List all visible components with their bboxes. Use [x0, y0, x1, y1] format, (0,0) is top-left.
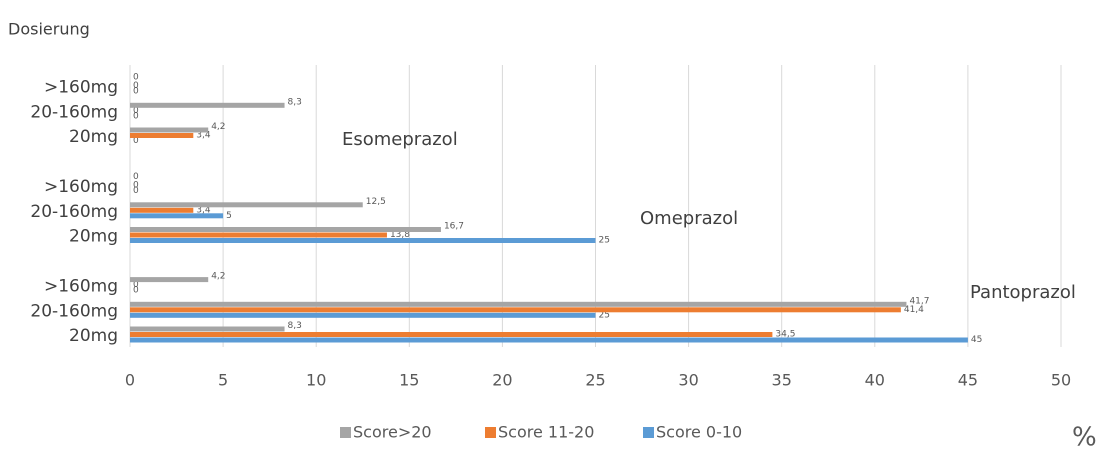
bar: [130, 312, 596, 318]
bar: [130, 337, 968, 343]
category-label: 20-160mg: [30, 102, 118, 122]
legend-label: Score>20: [353, 423, 432, 442]
bar: [130, 332, 773, 337]
data-label: 16,7: [444, 222, 464, 232]
data-label: 12,5: [366, 197, 386, 207]
data-label: 0: [133, 280, 139, 290]
data-label: 45: [971, 335, 982, 345]
data-label: 41,7: [909, 296, 929, 306]
group-label: Esomeprazol: [342, 129, 458, 150]
data-label: 8,3: [288, 321, 302, 331]
data-label: 0: [133, 286, 139, 296]
data-label: 0: [133, 87, 139, 97]
data-label: 5: [226, 211, 232, 221]
bar: [130, 326, 285, 332]
data-label: 0: [133, 136, 139, 146]
bar: [130, 277, 209, 283]
x-tick-label: 40: [865, 371, 885, 390]
x-tick-label: 35: [772, 371, 792, 390]
category-label: 20mg: [69, 127, 118, 147]
x-axis-title: %: [1072, 423, 1097, 449]
data-label: 3,4: [196, 205, 211, 215]
data-label: 0: [133, 111, 139, 121]
category-label: 20-160mg: [30, 301, 118, 321]
bar: [130, 301, 907, 307]
group-label: Pantoprazol: [970, 282, 1076, 303]
data-label: 25: [599, 310, 610, 320]
legend-label: Score 0-10: [656, 423, 742, 442]
bar: [130, 133, 194, 138]
data-label: 13,8: [390, 230, 410, 240]
x-tick-label: 5: [218, 371, 228, 390]
bar: [130, 232, 387, 238]
x-tick-label: 15: [399, 371, 419, 390]
category-label: 20mg: [69, 326, 118, 346]
bar: [130, 207, 194, 213]
data-label: 0: [133, 186, 139, 196]
bar: [130, 202, 363, 208]
data-label: 8,3: [288, 97, 302, 107]
legend-swatch: [643, 427, 654, 438]
data-label: 0: [133, 81, 139, 91]
y-axis-title: Dosierung: [8, 20, 90, 39]
data-label: 34,5: [775, 330, 795, 340]
x-tick-label: 30: [678, 371, 698, 390]
legend-swatch: [340, 427, 351, 438]
x-tick-label: 50: [1051, 371, 1071, 390]
data-label: 0: [133, 181, 139, 191]
x-tick-label: 0: [125, 371, 135, 390]
data-label: 3,4: [196, 131, 211, 141]
legend-swatch: [485, 427, 496, 438]
bar: [130, 227, 441, 232]
data-label: 0: [133, 106, 139, 116]
group-label: Omeprazol: [640, 208, 738, 229]
data-label: 4,2: [211, 272, 225, 282]
category-label: >160mg: [44, 277, 118, 297]
bar: [130, 307, 901, 313]
data-label: 0: [133, 73, 139, 83]
x-tick-label: 10: [306, 371, 326, 390]
data-label: 41,4: [904, 305, 924, 315]
data-label: 4,2: [211, 122, 225, 132]
x-tick-label: 45: [958, 371, 978, 390]
bar: [130, 238, 596, 243]
bar: [130, 102, 285, 108]
x-tick-label: 25: [585, 371, 605, 390]
data-label: 0: [133, 172, 139, 182]
bar: [130, 127, 209, 133]
category-label: >160mg: [44, 78, 118, 98]
bar: [130, 213, 224, 219]
category-label: >160mg: [44, 177, 118, 197]
category-label: 20-160mg: [30, 202, 118, 222]
data-label: 25: [599, 236, 610, 246]
legend-label: Score 11-20: [498, 423, 594, 442]
x-tick-label: 20: [492, 371, 512, 390]
category-label: 20mg: [69, 227, 118, 247]
